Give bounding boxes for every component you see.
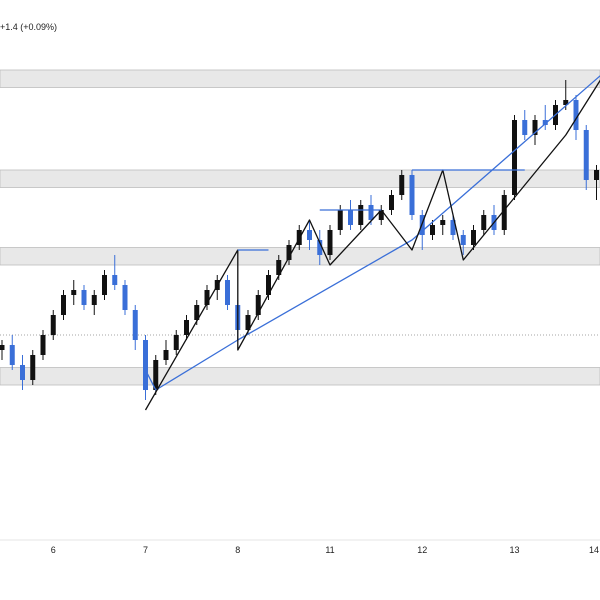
candle-body [471,230,476,245]
candle-body [173,335,179,350]
candle-body [20,365,25,380]
candle-body [143,340,148,390]
candle-body [30,355,36,380]
candle-body [460,235,466,245]
x-tick-label: 6 [51,545,56,555]
x-tick-label: 8 [235,545,240,555]
candle-body [71,290,77,295]
zigzag-black [144,79,600,411]
candle-body [430,225,435,235]
candle-body [440,220,446,225]
candle-body [573,100,579,130]
candle-body [501,195,507,230]
candle-body [481,215,487,230]
candle-body [266,275,271,295]
candle-body [163,350,169,360]
x-tick-label: 7 [143,545,148,555]
zone-band [0,247,600,266]
candle-body [153,360,159,390]
candle-body [245,315,251,330]
candle-body [348,210,353,225]
candle-body [583,130,589,180]
candle-body [204,290,210,305]
candle-body [40,335,46,355]
time-axis: 6 7 8 11 12 13 14 [51,545,599,555]
zone-band [0,69,600,88]
candle-body [512,120,517,195]
candle-body [542,120,548,125]
candle-body [522,120,528,135]
candle-body [327,230,333,255]
candle-body [378,210,384,220]
candle-body [184,320,189,335]
candle-body [9,345,15,365]
x-tick-label: 14 [589,545,599,555]
candle-body [255,295,261,315]
candle-body [409,175,415,215]
zone-band [0,169,600,188]
candle-body [194,305,200,320]
candle-body [122,285,128,310]
candle-body [102,275,107,295]
candle-body [358,205,364,225]
candle-body [450,220,456,235]
candle-body [91,295,97,305]
candle-body [61,295,66,315]
candle-body [307,230,312,240]
candle-body [50,315,56,335]
candle-body [225,280,230,305]
candle-body [563,100,569,105]
zigzag-blue [144,75,600,391]
candle-body [368,205,374,220]
x-tick-label: 11 [325,545,334,555]
candle-body [112,275,118,285]
trend-lines [144,75,600,411]
candle-body [132,310,138,340]
candle-body [337,210,343,230]
candles [0,80,599,400]
candle-body [317,240,323,255]
price-change-label: +1.4 (+0.09%) [0,22,58,32]
x-tick-label: 12 [417,545,427,555]
candle-body [0,345,5,350]
candle-body [594,170,599,180]
support-resistance-zones [0,69,600,386]
candle-body [399,175,405,195]
candle-body [389,195,394,210]
candle-body [532,120,538,135]
zone-band [0,367,600,386]
x-tick-label: 13 [509,545,519,555]
candle-body [286,245,292,260]
candle-body [81,290,87,305]
candle-body [276,260,282,275]
